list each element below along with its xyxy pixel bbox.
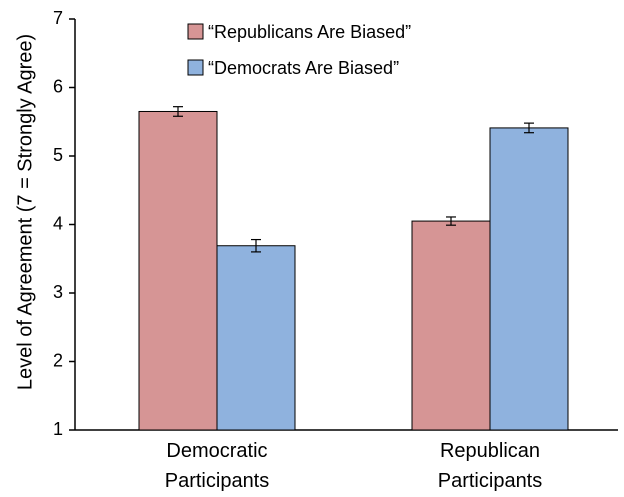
category-label-line1: Democratic (166, 440, 267, 462)
category-label-line1: Republican (440, 440, 540, 462)
y-tick-label: 3 (53, 282, 63, 302)
bar-democrats-biased-democratic (216, 245, 296, 431)
error-bars (173, 106, 534, 253)
legend-label-republicans-biased: “Republicans Are Biased” (208, 22, 411, 42)
y-tick-label: 1 (53, 419, 63, 439)
legend-label-democrats-biased: “Democrats Are Biased” (208, 58, 399, 78)
category-label-line2: Participants (165, 470, 270, 492)
bar-republicans-biased-democratic (138, 110, 218, 431)
x-category-labels: Democratic Participants Republican Particip… (165, 440, 543, 492)
bar-republicans-biased-republican (411, 220, 491, 431)
bars (138, 110, 569, 431)
legend: “Republicans Are Biased” “Democrats Are … (187, 22, 411, 78)
y-tick-label: 5 (53, 145, 63, 165)
y-tick-label: 4 (53, 213, 63, 233)
y-axis-label: Level of Agreement (7 = Strongly Agree) (14, 34, 36, 390)
y-tick-label: 7 (53, 8, 63, 28)
legend-swatch-republicans-biased (187, 23, 204, 40)
y-tick-label: 2 (53, 350, 63, 370)
y-ticks: 1 2 3 4 5 6 7 (53, 8, 75, 439)
y-tick-label: 6 (53, 76, 63, 96)
bar-democrats-biased-republican (489, 127, 569, 431)
category-label-line2: Participants (438, 470, 543, 492)
legend-swatch-democrats-biased (187, 59, 204, 76)
